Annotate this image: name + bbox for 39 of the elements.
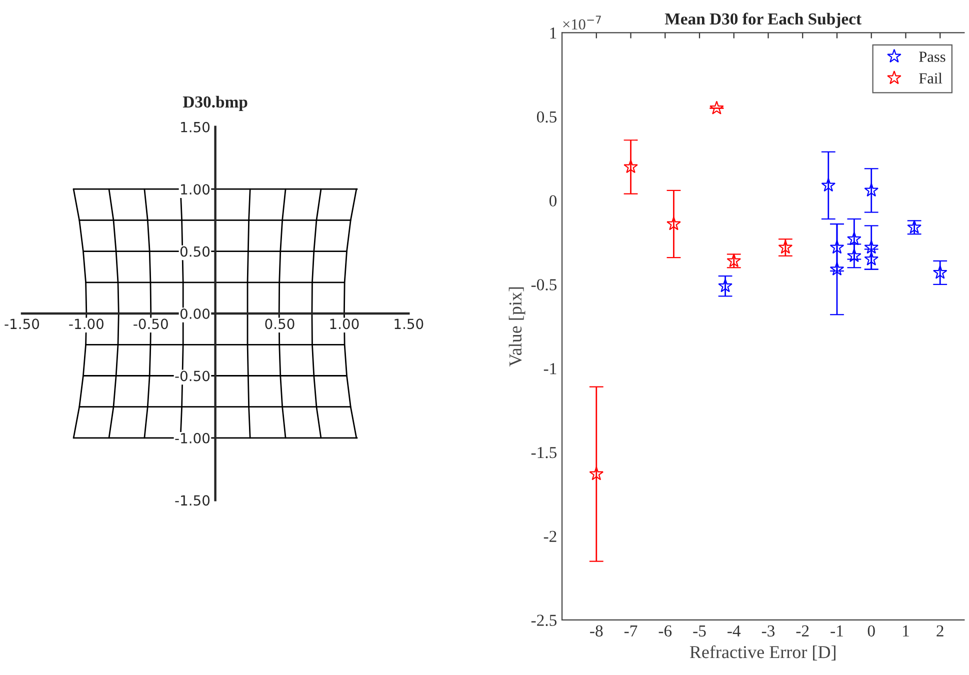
x-tick-label: 1.00 — [330, 318, 359, 330]
y-tick-label: 0 — [549, 195, 557, 206]
y-tick-label: 1.00 — [181, 184, 210, 195]
y-tick-label: 1 — [550, 28, 556, 39]
y-tick-label: -1.5 — [531, 446, 557, 458]
x-tick-label: 1 — [903, 625, 909, 636]
x-tick-label: -0.50 — [134, 318, 168, 330]
y-tick-label: 0.50 — [180, 246, 210, 257]
legend-label: Fail — [919, 72, 942, 84]
x-tick-label: 0.50 — [265, 318, 294, 330]
y-tick-label: 1.50 — [181, 122, 210, 132]
x-tick-label: -1.50 — [4, 318, 40, 330]
legend-label: Pass — [919, 52, 946, 62]
chart-title: D30.bmp — [182, 96, 248, 112]
text: ×10$^{−7}$ — [563, 16, 601, 30]
x-tick-label: -3 — [762, 625, 775, 637]
y-tick-label: -0.50 — [175, 370, 210, 382]
x-axis-title: Refractive Error [D] — [690, 645, 836, 660]
y-tick-label: -2 — [544, 530, 556, 542]
x-tick-label: -4 — [728, 625, 741, 636]
chart-title: Mean D30 for Each Subject — [664, 12, 862, 28]
y-tick-label: 0.5 — [536, 111, 557, 123]
x-tick-label: -5 — [693, 626, 706, 637]
x-tick-label: -2 — [796, 625, 809, 636]
x-tick-label: -6 — [658, 625, 672, 637]
x-tick-label: 0 — [868, 625, 875, 637]
y-tick-label: -1.50 — [175, 495, 210, 506]
y-axis-title: Value [pix] — [508, 287, 526, 367]
y-tick-label: -2.5 — [531, 614, 557, 626]
y-tick-label: 0.00 — [180, 308, 210, 320]
x-tick-label: 1.50 — [394, 318, 424, 330]
x-tick-label: -1 — [830, 625, 843, 636]
y-tick-label: -0.5 — [531, 279, 557, 290]
x-tick-label: -8 — [590, 625, 603, 637]
y-tick-label: -1 — [544, 363, 556, 374]
x-tick-label: -1.00 — [69, 318, 104, 330]
y-tick-label: -1.00 — [175, 432, 210, 444]
x-tick-label: -7 — [624, 626, 638, 636]
x-tick-label: 2 — [936, 625, 944, 636]
